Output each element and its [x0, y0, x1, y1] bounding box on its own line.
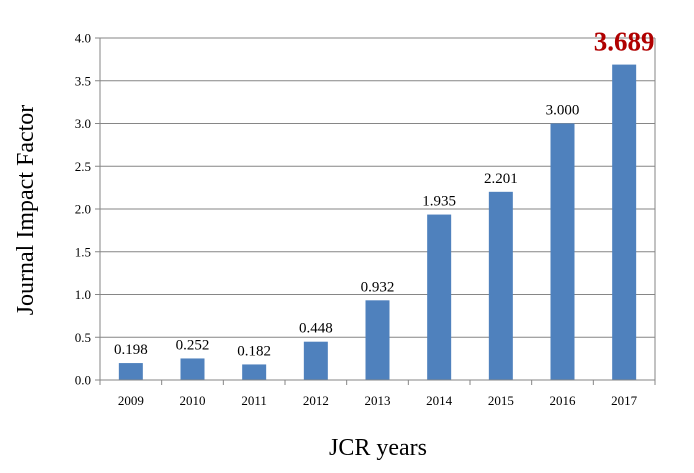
data-label-2016: 3.000 [546, 103, 580, 119]
x-tick-label: 2015 [488, 393, 514, 408]
y-tick-labels: 0.0 0.5 1.0 1.5 2.0 2.5 3.0 3.5 4.0 [75, 31, 91, 388]
data-label-2010: 0.252 [176, 337, 210, 353]
axes [95, 37, 656, 385]
data-label-2013: 0.932 [361, 279, 395, 295]
y-tick-label: 1.0 [75, 287, 91, 302]
gridlines [100, 37, 655, 338]
bar-2011 [242, 364, 267, 380]
bar-2012 [303, 341, 328, 380]
x-tick-label: 2014 [426, 393, 453, 408]
y-tick-label: 2.0 [75, 202, 91, 217]
bar-2010 [180, 358, 205, 380]
bars [118, 64, 637, 380]
bar-2015 [488, 191, 513, 380]
bar-2017 [612, 64, 637, 380]
bar-2014 [427, 214, 452, 380]
bar-2009 [118, 363, 143, 380]
y-tick-label: 0.5 [75, 330, 91, 345]
x-axis-title: JCR years [329, 435, 427, 461]
x-tick-label: 2011 [241, 393, 267, 408]
x-tick-label: 2017 [611, 393, 638, 408]
y-tick-label: 3.5 [75, 73, 91, 88]
bar-2013 [365, 300, 390, 380]
x-tick-label: 2016 [550, 393, 577, 408]
y-axis-title: Journal Impact Factor [13, 105, 39, 316]
data-label-2015: 2.201 [484, 171, 518, 187]
y-tick-label: 2.5 [75, 159, 91, 174]
data-label-2009: 0.198 [114, 342, 148, 358]
x-tick-label: 2009 [118, 393, 144, 408]
data-labels: 0.198 0.252 0.182 0.448 0.932 1.935 2.201 3.000… [114, 27, 655, 360]
y-tick-label: 1.5 [75, 244, 91, 259]
x-tick-label: 2010 [180, 393, 206, 408]
data-label-2012: 0.448 [299, 321, 333, 337]
x-tick-labels: 2009 2010 2011 2012 2013 2014 2015 2016 2017 [118, 393, 638, 408]
data-label-2017: 3.689 [594, 27, 655, 57]
y-tick-label: 0.0 [75, 373, 91, 388]
x-tick-label: 2012 [303, 393, 329, 408]
bar-2016 [550, 123, 575, 380]
y-tick-label: 4.0 [75, 31, 91, 46]
data-label-2011: 0.182 [237, 343, 271, 359]
x-tick-label: 2013 [365, 393, 391, 408]
data-label-2014: 1.935 [422, 194, 456, 210]
y-tick-label: 3.0 [75, 116, 91, 131]
